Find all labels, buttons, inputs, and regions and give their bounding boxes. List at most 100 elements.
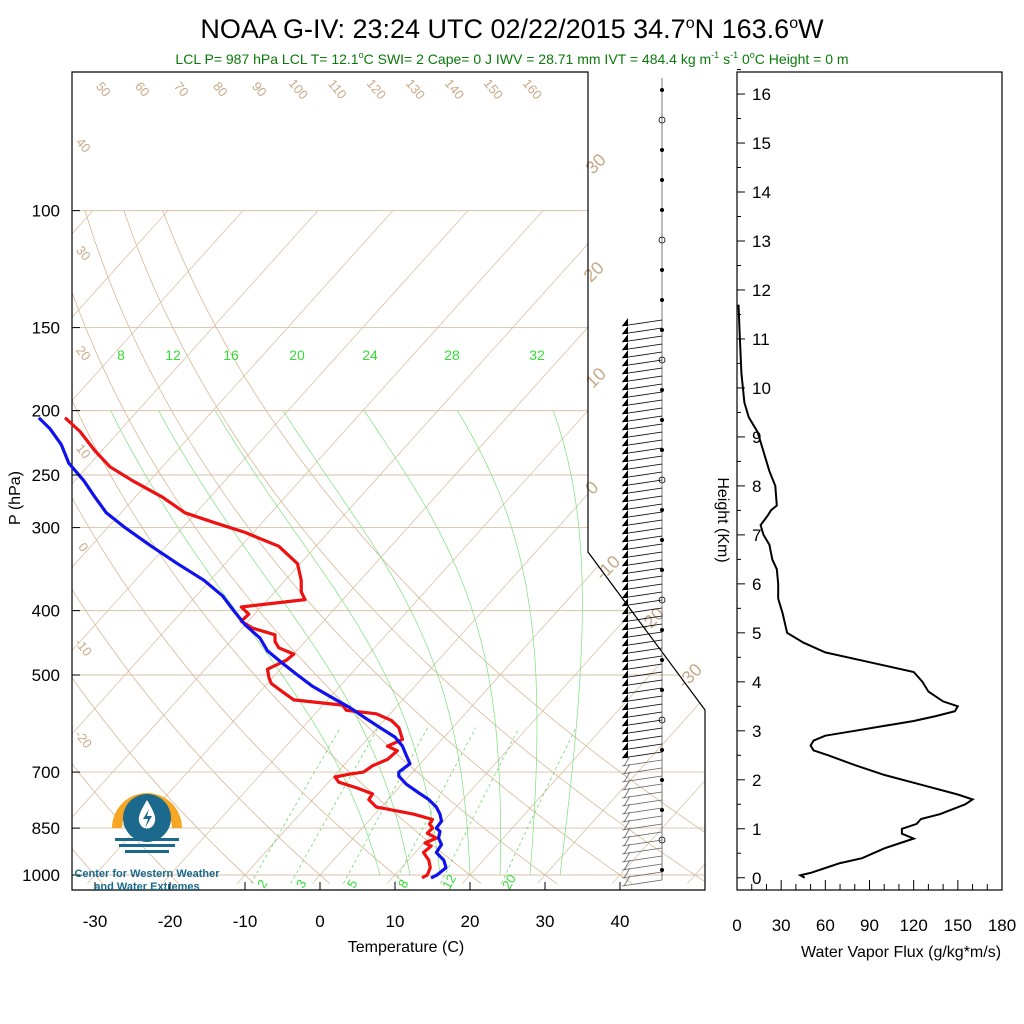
- wind-barb: [621, 375, 663, 383]
- wind-barb: [621, 807, 663, 815]
- isotherm-line: [237, 210, 705, 884]
- wind-barb-flag: [622, 430, 628, 438]
- isotherm-label: 20: [73, 343, 94, 364]
- wind-barb-flag: [622, 358, 628, 366]
- wind-barb-flag: [622, 734, 628, 742]
- wind-barb: [621, 551, 663, 559]
- wind-barb: [621, 535, 663, 543]
- isotherm-line: [72, 210, 244, 884]
- wind-barb-flag: [622, 638, 628, 646]
- wind-barb: [621, 399, 663, 407]
- wind-barb-flag: [622, 398, 628, 406]
- mixing-ratio-label: 12: [439, 872, 459, 892]
- height-tick-label: 11: [752, 330, 770, 349]
- cw3e-logo: Center for Western Weather and Water Ext…: [74, 793, 220, 893]
- wind-barb: [621, 671, 663, 679]
- dry-adiabat-label: 0: [581, 477, 602, 498]
- isotherm-line: [72, 210, 319, 884]
- height-tick-label: 1: [752, 820, 761, 839]
- barb-marker: [658, 476, 666, 484]
- height-tick-label: 9: [752, 428, 761, 447]
- wind-barb-flag: [622, 366, 628, 374]
- wind-barb: [621, 431, 663, 439]
- wind-barb-flag: [622, 350, 628, 358]
- moist-adiabat-label: 28: [444, 347, 460, 363]
- wind-barb-flag: [622, 374, 628, 382]
- y-tick-label: 200: [32, 402, 60, 421]
- wind-barb-flag: [622, 414, 628, 422]
- barb-marker: [660, 297, 665, 302]
- flux-tick-label: 90: [860, 916, 879, 935]
- wind-barb: [621, 335, 663, 343]
- flux-tick-label: 30: [772, 916, 791, 935]
- wind-barb: [621, 503, 663, 511]
- isotherm-line: [87, 210, 694, 884]
- barb-marker: [660, 628, 665, 633]
- wind-barb: [621, 647, 663, 655]
- wind-barb: [621, 567, 663, 575]
- wind-barb-feather: [623, 763, 631, 775]
- wind-barb: [621, 463, 663, 471]
- x-tick-label: -20: [158, 912, 183, 931]
- wind-barb-flag: [622, 422, 628, 430]
- isotherm-label: 90: [249, 79, 270, 100]
- height-tick-label: 5: [752, 624, 761, 643]
- wind-barb-feather: [623, 779, 631, 791]
- wind-barb: [621, 527, 663, 535]
- isotherm-label: 160: [520, 76, 545, 102]
- wind-barb: [621, 583, 663, 591]
- wind-barbs: [621, 78, 666, 887]
- wind-barb: [621, 423, 663, 431]
- wind-barb: [621, 831, 663, 839]
- wind-barb: [621, 767, 663, 775]
- y-tick-label: 100: [32, 202, 60, 221]
- wind-barb-feather: [623, 787, 631, 799]
- height-tick-label: 14: [752, 183, 771, 202]
- barb-marker: [660, 748, 665, 753]
- logo-line2: and Water Extremes: [94, 881, 199, 893]
- wind-barb-flag: [622, 590, 628, 598]
- wind-barb: [621, 359, 663, 367]
- wind-barb: [621, 511, 663, 519]
- flux-tick-label: 0: [732, 916, 741, 935]
- wind-barb: [621, 783, 663, 791]
- wind-barb-flag: [622, 598, 628, 606]
- dry-adiabat-label: 20: [580, 258, 608, 286]
- wind-barb: [621, 847, 663, 855]
- barb-marker: [660, 207, 665, 212]
- wind-barb-flag: [622, 462, 628, 470]
- moist-adiabat-label: 24: [362, 347, 378, 363]
- wind-barb: [621, 319, 663, 327]
- isotherm-label: 0: [75, 540, 91, 555]
- wind-barb-flag: [622, 694, 628, 702]
- wind-barb-flag: [622, 526, 628, 534]
- wind-barb-flag: [622, 646, 628, 654]
- wind-barb-feather: [623, 867, 631, 879]
- isotherm-line: [72, 210, 469, 884]
- dry-adiabat-label: 10: [582, 364, 610, 392]
- y-tick-label: 500: [32, 666, 60, 685]
- y-axis-label: P (hPa): [7, 471, 24, 525]
- wind-barb-feather: [623, 827, 631, 839]
- height-tick-label: 2: [752, 771, 761, 790]
- wind-barb-flag: [622, 518, 628, 526]
- isotherm-label: 30: [73, 243, 94, 264]
- mixing-ratio-label: 8: [395, 877, 412, 891]
- wind-barb-flag: [622, 702, 628, 710]
- y-tick-label: 300: [32, 519, 60, 538]
- wind-barb: [621, 839, 663, 847]
- wind-barb-feather: [623, 819, 631, 831]
- wind-barb-flag: [622, 686, 628, 694]
- height-tick-label: 0: [752, 869, 761, 888]
- flux-line: [737, 304, 975, 879]
- wind-barb: [621, 743, 663, 751]
- moist-adiabat-line: [552, 410, 583, 876]
- barb-marker: [660, 88, 665, 93]
- skewt-frame: [71, 71, 706, 891]
- barb-marker: [660, 538, 665, 543]
- mixing-ratio-line: [290, 727, 379, 884]
- wind-barb: [621, 623, 663, 631]
- wind-barb-flag: [622, 710, 628, 718]
- height-tick-label: 13: [752, 232, 771, 251]
